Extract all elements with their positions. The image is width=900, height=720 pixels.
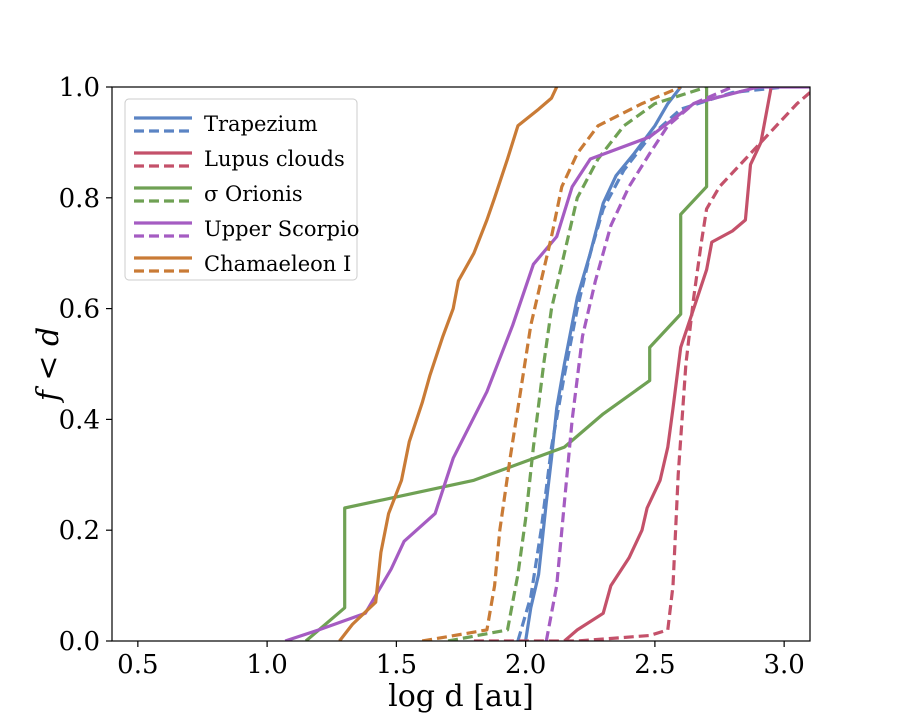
legend-label: Trapezium [204, 112, 318, 136]
series-line-upper-scorpio-solid [284, 87, 810, 641]
legend-label: Lupus clouds [204, 147, 345, 171]
axes-frame [111, 86, 811, 642]
x-tick-label: 0.5 [117, 650, 158, 680]
x-tick-label: 2.0 [505, 650, 546, 680]
y-axis-label: f < d [31, 327, 66, 404]
x-axis-label: log d [au] [388, 679, 534, 714]
legend-label: Chamaeleon I [204, 252, 351, 276]
series-line-trapezium-solid [524, 87, 682, 641]
series-line-chamaeleon-i-solid [338, 87, 559, 641]
legend-label: σ Orionis [204, 182, 303, 206]
series-line-trapezium-dashed [516, 87, 785, 641]
series-line-lupus-clouds-dashed [473, 91, 810, 641]
legend-label: Upper Scorpio [204, 217, 359, 241]
y-tick-label: 0.0 [59, 627, 100, 657]
x-tick-label: 1.0 [246, 650, 287, 680]
series-line-lupus-clouds-solid [563, 87, 773, 641]
legend: Trapezium Lupus clouds σ Orionis Upper Scor… [124, 98, 359, 281]
series-line--orionis-solid [304, 87, 709, 641]
series-line-upper-scorpio-dashed [544, 87, 734, 641]
x-tick-label: 3.0 [763, 650, 804, 680]
y-tick-label: 0.6 [59, 295, 100, 325]
plot-lines [284, 87, 810, 641]
axis-ticks: 0.5 1.0 1.5 2.0 2.5 3.0 0.0 0.2 0.4 0.6 0.8 1.0 [59, 73, 805, 680]
x-tick-label: 2.5 [634, 650, 675, 680]
y-tick-label: 0.2 [59, 516, 100, 546]
y-tick-label: 0.4 [59, 405, 100, 435]
x-tick-label: 1.5 [376, 650, 417, 680]
y-tick-label: 0.8 [59, 184, 100, 214]
y-tick-label: 1.0 [59, 73, 100, 103]
series-line--orionis-dashed [447, 87, 708, 641]
series-line-chamaeleon-i-dashed [421, 87, 682, 641]
